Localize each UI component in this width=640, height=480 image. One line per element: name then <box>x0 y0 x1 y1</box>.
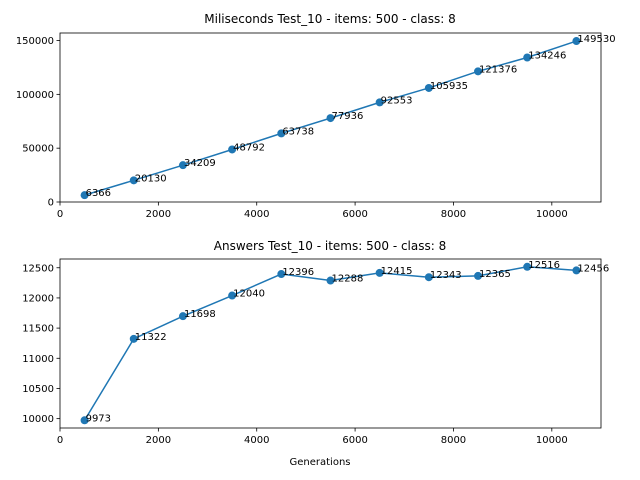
data-point <box>424 83 433 92</box>
data-point <box>523 53 532 62</box>
data-label: 134246 <box>528 50 566 61</box>
axes-frame <box>59 258 602 429</box>
data-point <box>277 270 286 279</box>
data-point <box>80 191 89 200</box>
data-point <box>228 145 237 154</box>
x-tick-label: 2000 <box>146 209 171 220</box>
data-point <box>424 273 433 282</box>
data-point <box>474 271 483 280</box>
data-point <box>474 67 483 76</box>
data-point <box>228 291 237 300</box>
data-point <box>178 161 187 170</box>
data-point <box>129 334 138 343</box>
y-tick-label: 11000 <box>22 354 54 365</box>
data-point <box>572 266 581 275</box>
data-point <box>277 129 286 138</box>
data-point <box>178 312 187 321</box>
data-label: 12456 <box>577 263 609 274</box>
data-point <box>326 276 335 285</box>
data-label: 48792 <box>233 142 265 153</box>
data-label: 11698 <box>184 309 216 320</box>
data-label: 63738 <box>282 126 314 137</box>
data-point <box>572 37 581 46</box>
data-label: 6366 <box>86 188 111 199</box>
x-tick-label: 10000 <box>536 435 568 446</box>
x-tick-label: 8000 <box>441 435 466 446</box>
data-label: 9973 <box>86 413 111 424</box>
chart-title: Answers Test_10 - items: 500 - class: 8 <box>214 239 447 253</box>
y-tick-label: 10500 <box>22 384 54 395</box>
x-tick-label: 6000 <box>342 435 367 446</box>
data-label: 12040 <box>233 289 265 300</box>
data-point <box>80 416 89 425</box>
data-label: 12415 <box>381 266 413 277</box>
chart-answers: Answers Test_10 - items: 500 - class: 8 … <box>22 239 609 468</box>
y-tick-label: 0 <box>48 198 54 209</box>
y-tick-label: 12500 <box>22 263 54 274</box>
y-tick-label: 150000 <box>16 36 54 47</box>
data-label: 12365 <box>479 269 511 280</box>
data-point <box>375 98 384 107</box>
data-label: 12396 <box>282 267 314 278</box>
chart-title: Miliseconds Test_10 - items: 500 - class… <box>204 12 455 26</box>
data-label: 77936 <box>332 111 364 122</box>
x-tick-label: 8000 <box>441 209 466 220</box>
plot-area: 0 2000 4000 6000 8000 10000050000100000150000… <box>16 32 616 220</box>
y-tick-label: 12000 <box>22 293 54 304</box>
data-point <box>129 176 138 185</box>
data-label: 92553 <box>381 95 413 106</box>
x-tick-label: 0 <box>57 435 63 446</box>
axes-frame <box>59 32 602 203</box>
data-point <box>375 268 384 277</box>
data-label: 121376 <box>479 64 517 75</box>
y-tick-label: 10000 <box>22 414 54 425</box>
x-tick-label: 0 <box>57 209 63 220</box>
data-label: 149530 <box>577 34 615 45</box>
x-tick-label: 2000 <box>146 435 171 446</box>
data-point <box>523 262 532 271</box>
x-tick-label: 6000 <box>342 209 367 220</box>
data-point <box>326 114 335 123</box>
data-label: 34209 <box>184 158 216 169</box>
data-label: 20130 <box>135 173 167 184</box>
y-tick-label: 50000 <box>22 144 54 155</box>
data-label: 12516 <box>528 260 560 271</box>
x-tick-label: 4000 <box>244 435 269 446</box>
data-label: 12343 <box>430 270 462 281</box>
data-label: 11322 <box>135 332 167 343</box>
x-tick-label: 10000 <box>536 209 568 220</box>
chart-miliseconds: Miliseconds Test_10 - items: 500 - class… <box>16 12 616 220</box>
data-label: 105935 <box>430 81 468 92</box>
x-tick-label: 4000 <box>244 209 269 220</box>
y-tick-label: 11500 <box>22 324 54 335</box>
y-tick-label: 100000 <box>16 90 54 101</box>
data-label: 12288 <box>332 274 364 285</box>
plot-area: 0 2000 4000 6000 8000 10000 10000 10500 11000 115… <box>22 258 609 446</box>
x-axis-label: Generations <box>290 457 351 468</box>
